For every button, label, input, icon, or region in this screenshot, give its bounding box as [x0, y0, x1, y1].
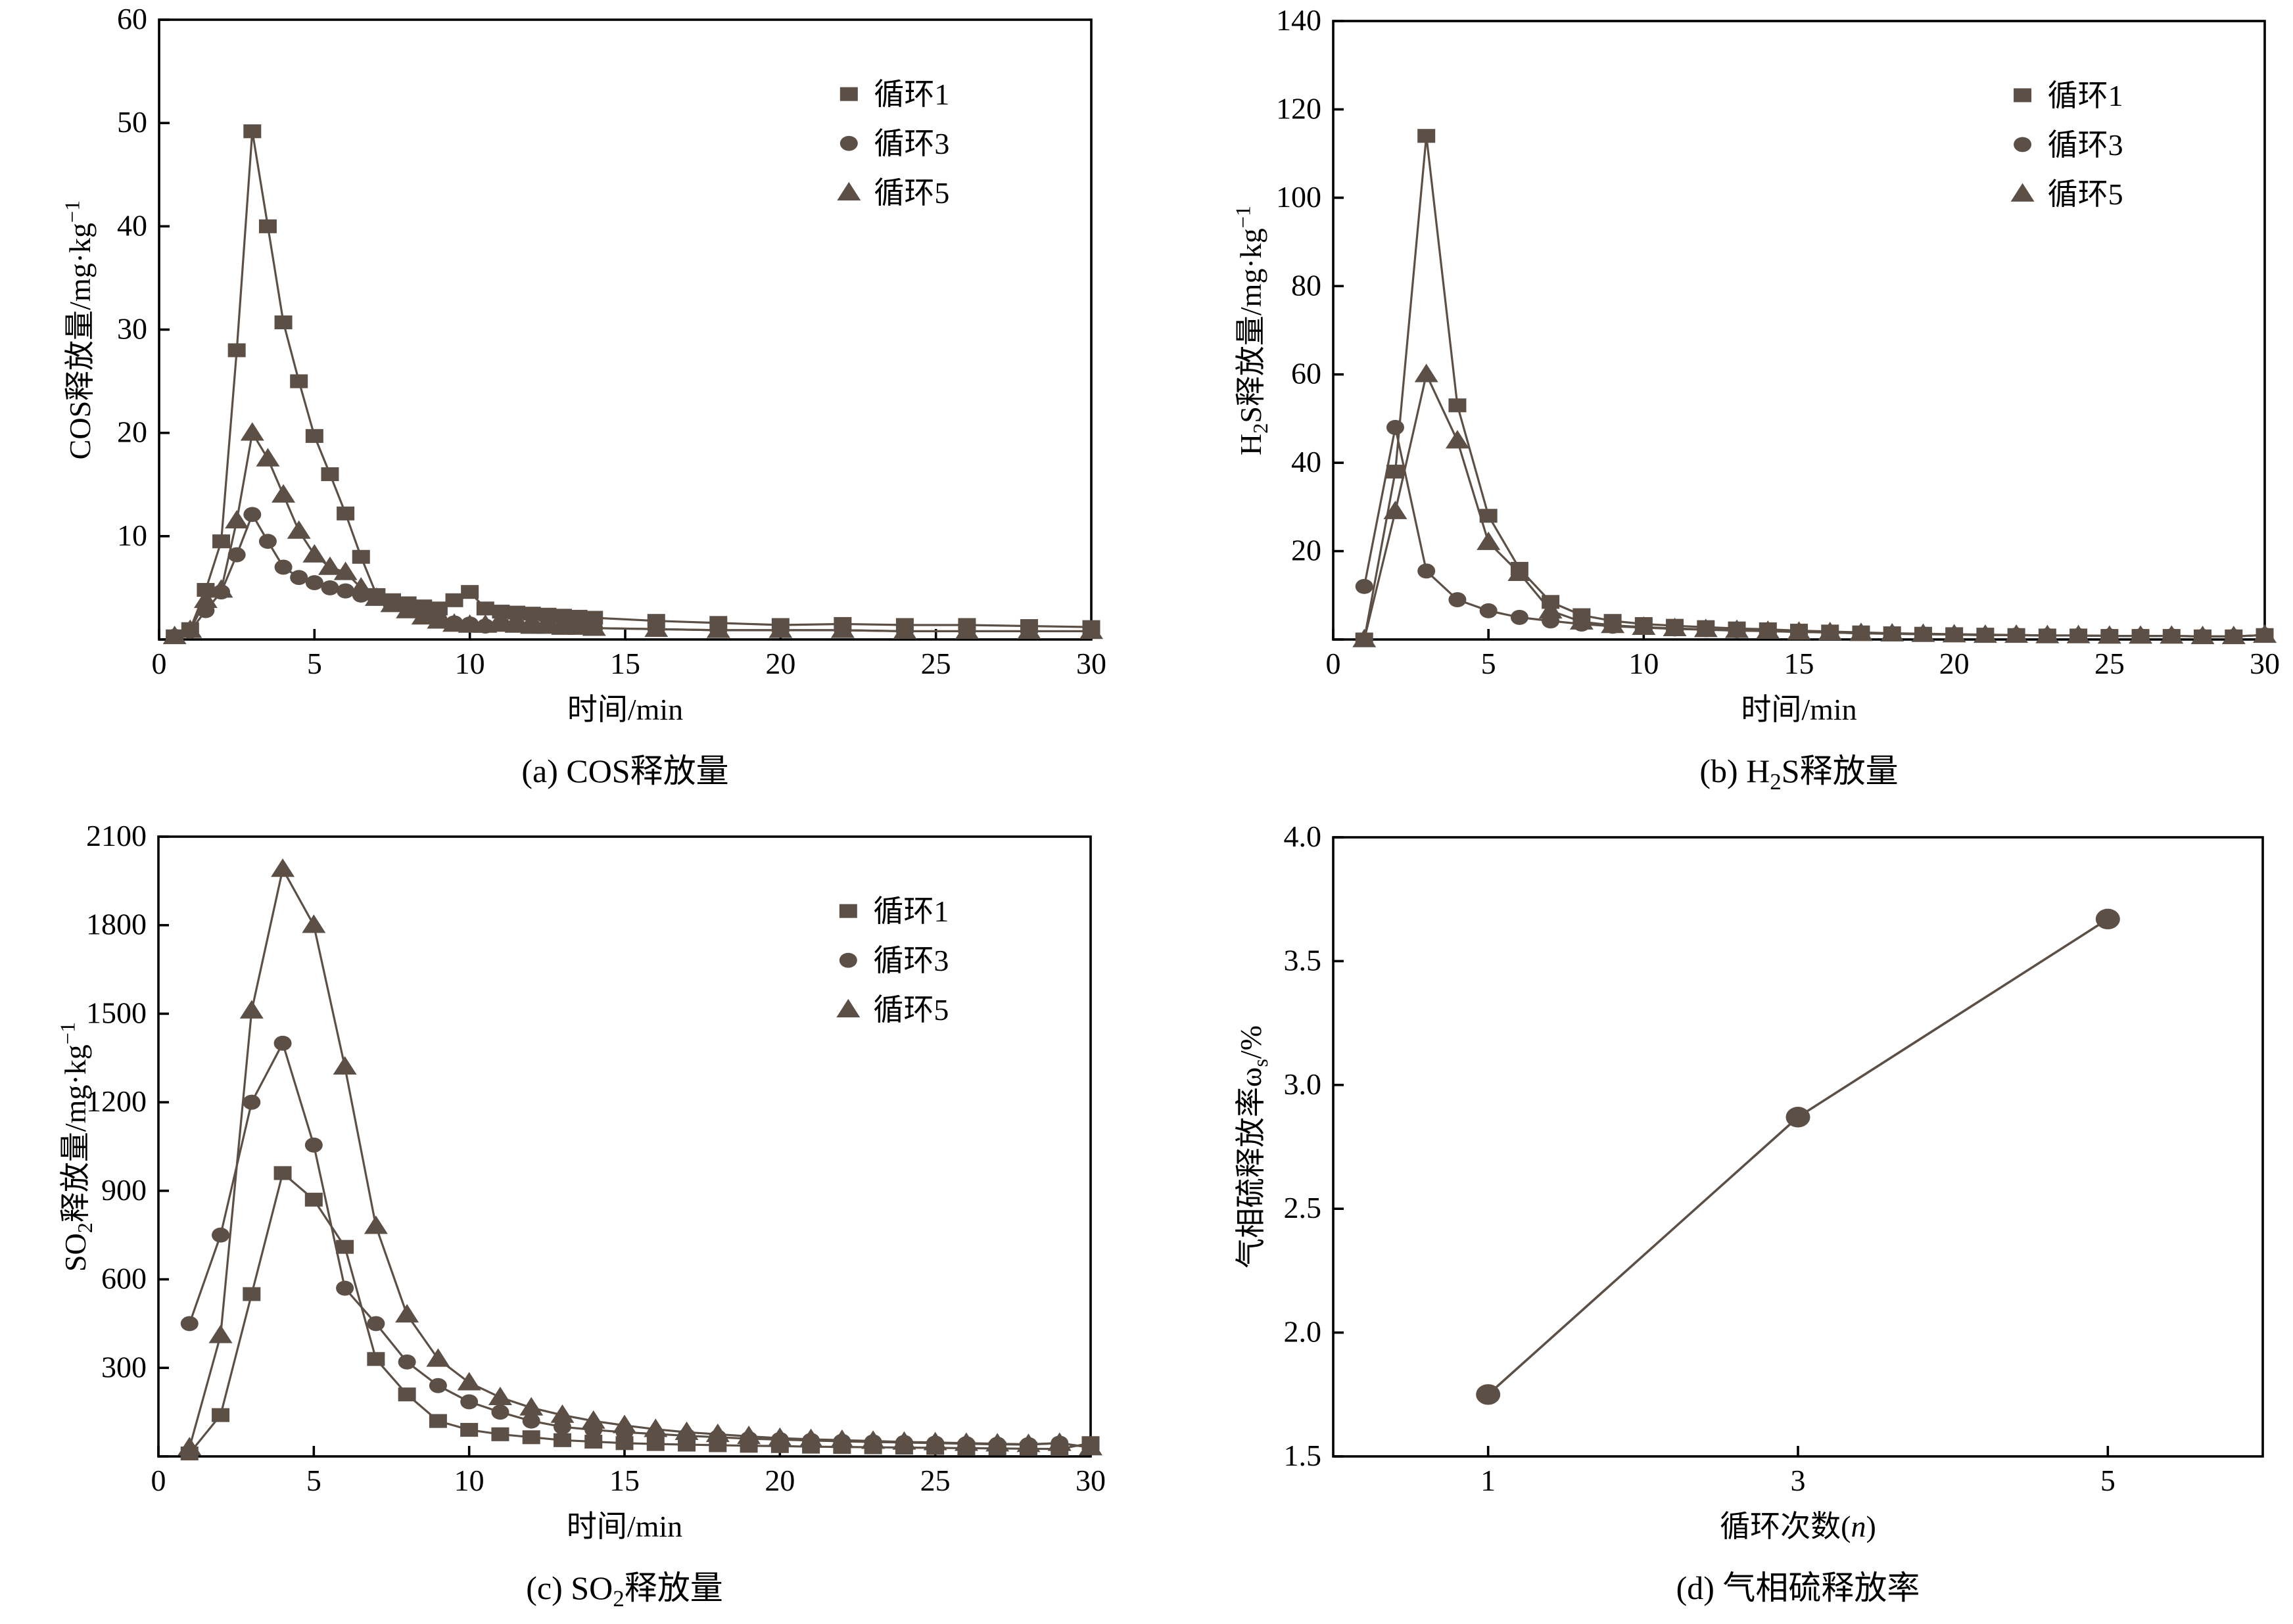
svg-text:25: 25 — [920, 1464, 951, 1497]
svg-text:60: 60 — [1291, 357, 1321, 390]
svg-text:4.0: 4.0 — [1284, 820, 1322, 853]
svg-text:5: 5 — [1481, 647, 1496, 680]
svg-text:5: 5 — [2100, 1464, 2116, 1497]
svg-text:100: 100 — [1276, 180, 1321, 214]
svg-text:50: 50 — [117, 105, 147, 139]
svg-text:600: 600 — [101, 1262, 147, 1295]
svg-text:15: 15 — [1784, 647, 1814, 680]
svg-text:2.0: 2.0 — [1284, 1315, 1322, 1349]
svg-text:25: 25 — [2094, 647, 2125, 680]
svg-text:20: 20 — [1939, 647, 1970, 680]
svg-text:循环3: 循环3 — [874, 127, 949, 160]
svg-text:300: 300 — [101, 1350, 147, 1383]
svg-text:1: 1 — [1480, 1464, 1496, 1497]
svg-text:5: 5 — [307, 647, 322, 680]
svg-text:40: 40 — [117, 208, 147, 242]
svg-text:120: 120 — [1276, 91, 1321, 125]
svg-text:30: 30 — [1076, 1464, 1106, 1497]
svg-text:25: 25 — [921, 647, 951, 680]
svg-text:3.5: 3.5 — [1284, 943, 1322, 977]
svg-text:0: 0 — [151, 1464, 166, 1497]
svg-text:3.0: 3.0 — [1284, 1067, 1322, 1101]
svg-text:循环1: 循环1 — [874, 78, 949, 111]
svg-text:5: 5 — [306, 1464, 321, 1497]
svg-text:1.5: 1.5 — [1284, 1439, 1322, 1472]
svg-text:140: 140 — [1276, 3, 1321, 37]
svg-text:0: 0 — [1326, 647, 1341, 680]
svg-text:3: 3 — [1791, 1464, 1806, 1497]
svg-text:20: 20 — [117, 415, 147, 449]
svg-text:0: 0 — [152, 647, 167, 680]
svg-text:2100: 2100 — [86, 819, 147, 852]
svg-text:40: 40 — [1291, 445, 1321, 478]
svg-text:20: 20 — [1291, 534, 1321, 567]
svg-text:30: 30 — [1076, 647, 1106, 680]
svg-text:循环1: 循环1 — [2048, 79, 2123, 112]
svg-text:10: 10 — [1628, 647, 1659, 680]
svg-text:循环5: 循环5 — [873, 993, 949, 1027]
svg-text:80: 80 — [1291, 268, 1321, 302]
svg-text:循环5: 循环5 — [874, 176, 949, 210]
svg-text:2.5: 2.5 — [1284, 1191, 1322, 1224]
svg-text:900: 900 — [101, 1173, 147, 1207]
svg-text:1800: 1800 — [86, 908, 147, 941]
svg-text:循环3: 循环3 — [873, 944, 949, 977]
svg-text:10: 10 — [454, 1464, 485, 1497]
svg-text:循环1: 循环1 — [873, 894, 949, 928]
svg-text:循环5: 循环5 — [2048, 177, 2123, 211]
svg-text:30: 30 — [2250, 647, 2280, 680]
svg-text:10: 10 — [117, 519, 147, 552]
svg-text:15: 15 — [609, 1464, 640, 1497]
svg-text:循环3: 循环3 — [2048, 128, 2123, 162]
svg-text:30: 30 — [117, 312, 147, 346]
svg-text:10: 10 — [455, 647, 485, 680]
svg-text:15: 15 — [610, 647, 640, 680]
svg-text:20: 20 — [765, 647, 795, 680]
svg-text:60: 60 — [117, 2, 147, 35]
svg-text:20: 20 — [765, 1464, 795, 1497]
